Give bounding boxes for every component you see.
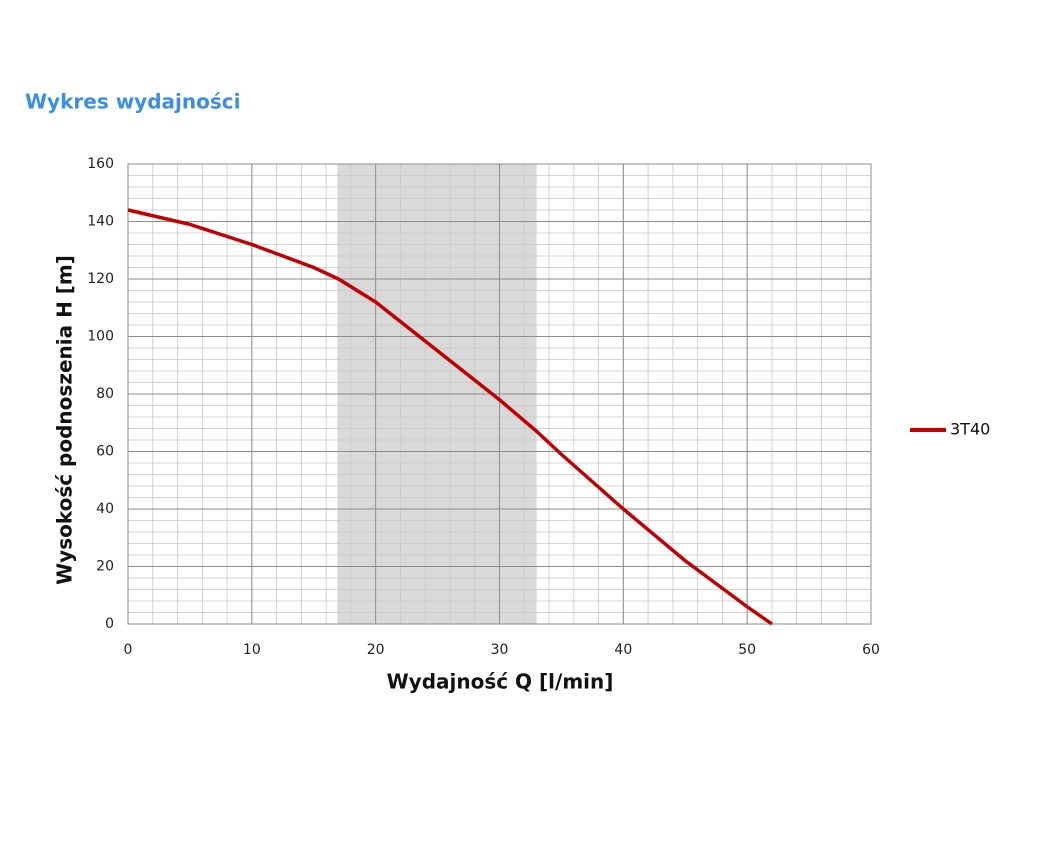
x-tick-label: 60: [862, 642, 880, 658]
y-tick-label: 0: [105, 616, 114, 632]
x-tick-label: 20: [367, 642, 385, 658]
x-tick-label: 0: [124, 642, 133, 658]
x-tick-label: 50: [738, 642, 756, 658]
plot-frame: [127, 163, 872, 625]
x-tick-label: 40: [614, 642, 632, 658]
y-tick-label: 80: [96, 386, 114, 402]
y-tick-label: 100: [87, 329, 114, 345]
y-tick-label: 160: [87, 156, 114, 172]
y-tick-label: 140: [87, 214, 114, 230]
x-tick-label: 10: [243, 642, 261, 658]
y-tick-label: 20: [96, 559, 114, 575]
x-axis-label: Wydajność Q [l/min]: [387, 670, 614, 694]
page-title: Wykres wydajności: [25, 90, 240, 114]
x-tick-label: 30: [491, 642, 509, 658]
y-tick-label: 60: [96, 444, 114, 460]
data-line: [127, 208, 773, 626]
y-tick-label: 40: [96, 501, 114, 517]
y-tick-label: 120: [87, 271, 114, 287]
y-axis-label: Wysokość podnoszenia H [m]: [53, 255, 77, 585]
legend-label: 3T40: [950, 420, 990, 439]
